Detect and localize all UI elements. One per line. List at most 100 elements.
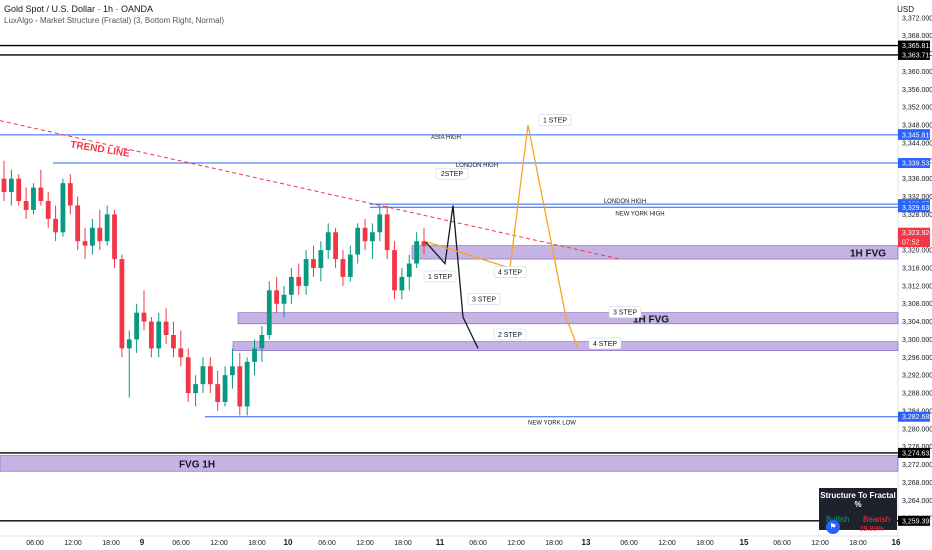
candle-body xyxy=(141,312,147,322)
indicator-label: LuxAlgo - Market Structure (Fractal) (3,… xyxy=(4,16,225,25)
price-tag xyxy=(898,158,930,169)
candle-body xyxy=(82,241,88,246)
step-label: 1 STEP xyxy=(428,274,452,281)
x-tick-label: 12:00 xyxy=(64,540,82,547)
candle-body xyxy=(325,232,331,251)
price-tag xyxy=(898,49,930,60)
candle-body xyxy=(288,276,294,295)
step-label: 2STEP xyxy=(441,171,464,178)
candle-body xyxy=(355,227,361,255)
tradingview-flag-icon: ⚑ xyxy=(826,520,840,534)
candle-body xyxy=(16,178,22,201)
price-tag xyxy=(898,411,930,422)
trend-line-label: TREND LINE xyxy=(70,139,131,159)
candle-body xyxy=(200,366,206,385)
candle-body xyxy=(171,335,176,349)
x-tick-label: 15 xyxy=(740,538,749,547)
legend-bearish: Bearish xyxy=(863,515,891,524)
price-tag-label: 3,345.819 xyxy=(902,132,932,139)
price-tag xyxy=(898,129,930,140)
candle-body xyxy=(45,201,51,219)
session-level-label: ASIA HIGH xyxy=(431,135,461,141)
session-level-label: NEW YORK LOW xyxy=(528,421,576,427)
candle-body xyxy=(163,321,169,335)
y-tick-label: 3,312.000 xyxy=(902,283,932,290)
candle-body xyxy=(274,290,280,304)
legend-bullish: Bullish xyxy=(825,515,850,524)
candle-body xyxy=(104,214,110,242)
x-tick-label: 18:00 xyxy=(545,540,563,547)
fvg-zone xyxy=(411,245,899,260)
step-label-box xyxy=(467,292,501,305)
price-tag xyxy=(898,515,930,526)
y-tick-label: 3,304.000 xyxy=(902,319,932,326)
price-tag xyxy=(898,40,930,51)
x-tick-label: 06:00 xyxy=(620,540,638,547)
fvg-zone xyxy=(0,455,899,472)
candle-body xyxy=(318,250,324,268)
candle-body xyxy=(399,276,405,291)
candle-body xyxy=(112,214,117,260)
session-level-label: LONDON HIGH xyxy=(456,163,498,169)
price-tag-label: 3,282.685 xyxy=(902,414,932,421)
step-label: 2 STEP xyxy=(498,332,522,339)
y-tick-label: 3,288.000 xyxy=(902,391,932,398)
candle-body xyxy=(414,241,420,264)
candle-body xyxy=(296,276,302,286)
y-tick-label: 3,344.000 xyxy=(902,140,932,147)
session-level-label: LONDON HIGH xyxy=(604,199,646,205)
price-tag xyxy=(898,447,930,458)
scenario-path-orange xyxy=(424,124,579,349)
price-tag-label: 3,365.812 xyxy=(902,43,932,50)
candle-body xyxy=(90,227,95,246)
step-label-box xyxy=(588,337,622,350)
candle-body xyxy=(384,214,390,251)
candle-body xyxy=(347,254,353,277)
candle-body xyxy=(193,384,198,394)
y-tick-label: 3,372.000 xyxy=(902,15,932,22)
x-tick-label: 16 xyxy=(892,538,901,547)
y-tick-label: 3,276.000 xyxy=(902,444,932,451)
candle-body xyxy=(421,241,427,246)
candle-body xyxy=(303,259,309,286)
y-tick-label: 3,320.000 xyxy=(902,248,932,255)
price-tag-label: 3,274.632 xyxy=(902,450,932,457)
x-tick-label: 10 xyxy=(284,538,293,547)
scenario-path-dark xyxy=(424,205,479,349)
x-tick-label: 12:00 xyxy=(811,540,829,547)
candle-body xyxy=(237,366,243,407)
candle-body xyxy=(222,375,228,402)
x-tick-label: 13 xyxy=(582,538,591,547)
candle-body xyxy=(244,361,250,407)
price-tag-label: 3,363.715 xyxy=(902,52,932,59)
candle-body xyxy=(75,205,81,242)
step-label-box xyxy=(493,266,527,278)
y-tick-label: 3,308.000 xyxy=(902,301,932,308)
candle-body xyxy=(230,366,235,376)
y-tick-label: 3,316.000 xyxy=(902,266,932,273)
candle-body xyxy=(207,366,213,385)
step-label: 4 STEP xyxy=(593,341,617,348)
candle-body xyxy=(23,201,29,210)
x-tick-label: 18:00 xyxy=(102,540,120,547)
x-tick-label: 18:00 xyxy=(849,540,867,547)
x-tick-label: 18:00 xyxy=(696,540,714,547)
y-tick-label: 3,272.000 xyxy=(902,462,932,469)
y-tick-label: 3,352.000 xyxy=(902,105,932,112)
fvg-zone xyxy=(232,341,899,351)
y-tick-label: 3,264.000 xyxy=(902,498,932,505)
fvg-label: 1H FVG xyxy=(633,314,669,325)
x-tick-label: 12:00 xyxy=(210,540,228,547)
x-tick-label: 06:00 xyxy=(318,540,336,547)
legend-title: Structure To Fractal % xyxy=(820,491,896,509)
candle-body xyxy=(185,357,191,394)
candle-body xyxy=(340,259,346,277)
candle-body xyxy=(392,250,397,291)
step-label-box xyxy=(538,114,572,126)
candle-body xyxy=(119,259,125,349)
price-tag xyxy=(898,227,930,238)
x-tick-label: 11 xyxy=(436,538,445,547)
step-label: 3 STEP xyxy=(613,310,637,317)
trend-line xyxy=(0,120,621,260)
